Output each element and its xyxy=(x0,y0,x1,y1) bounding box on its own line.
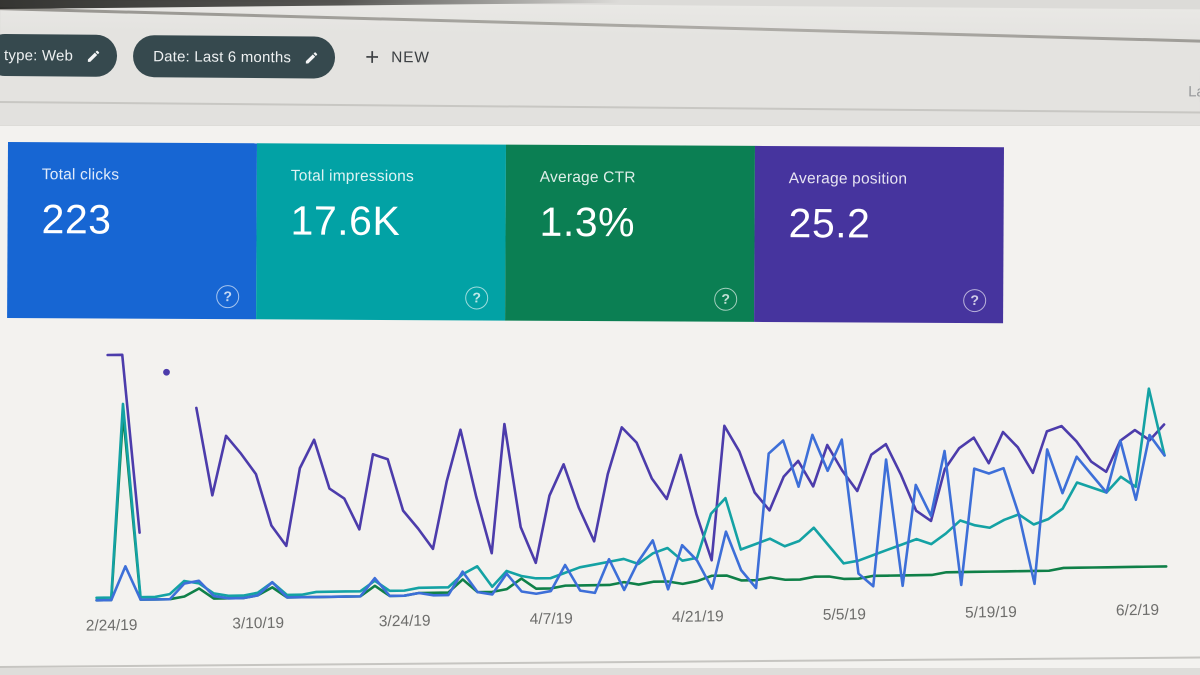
x-axis-label: 5/19/19 xyxy=(964,603,1017,622)
x-axis-label: 6/2/19 xyxy=(1115,601,1160,620)
total-clicks-card[interactable]: Total clicks 223 ? xyxy=(7,142,257,320)
series-line xyxy=(95,387,1166,600)
card-value: 223 xyxy=(41,196,112,243)
data-point xyxy=(163,368,170,376)
series-line xyxy=(106,353,141,534)
x-axis-label: 4/21/19 xyxy=(671,608,724,626)
chart-canvas[interactable] xyxy=(0,321,1200,611)
series-line xyxy=(95,433,1166,602)
filter-toolbar: type: Web Date: Last 6 months + NEW La xyxy=(0,0,1200,112)
card-value: 25.2 xyxy=(788,200,871,247)
new-button-label: NEW xyxy=(391,49,430,67)
x-axis-label: 4/7/19 xyxy=(529,610,573,629)
card-label: Total clicks xyxy=(41,166,120,184)
average-ctr-card[interactable]: Average CTR 1.3% ? xyxy=(505,144,755,322)
x-axis-label: 2/24/19 xyxy=(85,616,138,635)
x-axis-label: 5/5/19 xyxy=(822,606,867,624)
performance-panel: Total clicks 223 ? Total impressions 17.… xyxy=(0,125,1200,675)
monitor-bezel xyxy=(0,0,620,9)
series-line xyxy=(95,412,1168,602)
help-icon[interactable]: ? xyxy=(465,286,489,310)
plus-icon: + xyxy=(365,43,380,71)
series-line xyxy=(195,406,1166,565)
new-filter-button[interactable]: + NEW xyxy=(365,43,430,71)
panel-bottom-divider xyxy=(0,655,1200,667)
x-axis-label: 3/24/19 xyxy=(378,612,431,631)
help-icon[interactable]: ? xyxy=(714,287,738,311)
truncated-header-text: La xyxy=(1188,83,1200,101)
help-icon[interactable]: ? xyxy=(963,289,987,313)
edit-icon[interactable] xyxy=(304,50,319,65)
total-impressions-card[interactable]: Total impressions 17.6K ? xyxy=(256,143,506,321)
performance-chart: 2/24/19 3/10/19 3/24/19 4/7/19 4/21/19 5/5/19… xyxy=(0,321,1200,659)
search-type-chip-label: type: Web xyxy=(3,46,74,65)
help-icon[interactable]: ? xyxy=(216,285,240,309)
filter-chips-row: type: Web Date: Last 6 months + NEW xyxy=(0,33,430,79)
summary-cards: Total clicks 223 ? Total impressions 17.… xyxy=(7,142,1004,324)
card-value: 17.6K xyxy=(290,197,401,245)
card-label: Total impressions xyxy=(290,167,415,186)
edit-icon[interactable] xyxy=(86,48,101,63)
date-range-filter-chip[interactable]: Date: Last 6 months xyxy=(132,35,336,79)
search-type-filter-chip[interactable]: type: Web xyxy=(0,33,118,77)
card-value: 1.3% xyxy=(539,198,636,246)
average-position-card[interactable]: Average position 25.2 ? xyxy=(754,145,1004,324)
date-range-chip-label: Date: Last 6 months xyxy=(153,47,292,66)
x-axis-label: 3/10/19 xyxy=(232,614,285,633)
panel-bottom-strip xyxy=(0,668,1200,675)
card-label: Average position xyxy=(788,170,908,188)
card-label: Average CTR xyxy=(539,168,636,187)
